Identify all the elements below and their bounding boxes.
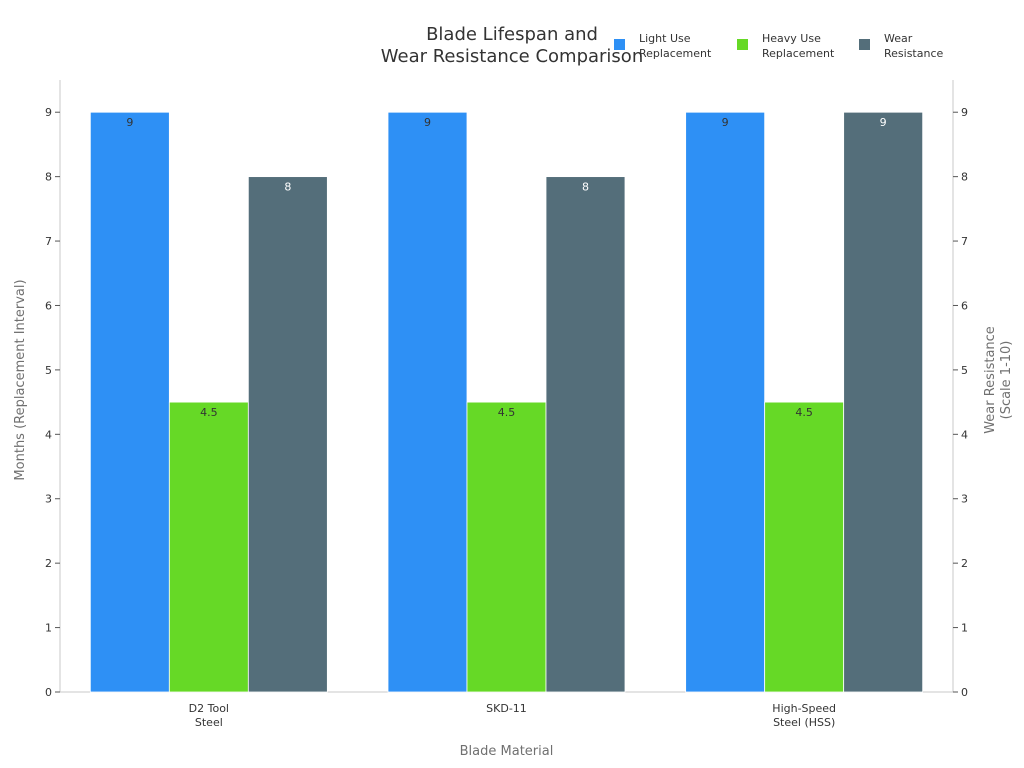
x-tick-label: D2 Tool Steel (189, 702, 229, 729)
y2-tick-label: 4 (961, 428, 968, 441)
legend: Light Use Replacement Heavy Use Replacement… (614, 32, 944, 60)
bar (545, 176, 626, 693)
x-axis-title: Blade Material (460, 744, 554, 759)
legend-swatch (859, 39, 870, 50)
bar (89, 111, 170, 693)
data-label: 4.5 (795, 406, 813, 419)
bar (247, 176, 328, 693)
y2-tick-label: 9 (961, 106, 968, 119)
chart-title-text: Blade Lifespan and Wear Resistance Compar… (381, 24, 643, 67)
bar (764, 401, 845, 693)
bar (466, 401, 547, 693)
chart-title: Blade Lifespan and Wear Resistance Compar… (381, 24, 643, 67)
data-label: 9 (722, 116, 729, 129)
data-label: 9 (880, 116, 887, 129)
y2-tick-label: 2 (961, 557, 968, 570)
y-tick-label: 8 (45, 171, 52, 184)
y2-tick-label: 7 (961, 235, 968, 248)
bars (89, 111, 924, 693)
y2-tick-label: 1 (961, 622, 968, 635)
bar (843, 111, 924, 693)
y-tick-label: 2 (45, 557, 52, 570)
x-tick-label: High-Speed Steel (HSS) (772, 702, 836, 729)
legend-swatch (614, 39, 625, 50)
legend-swatch (737, 39, 748, 50)
y-axis-title: Months (Replacement Interval) (13, 279, 28, 480)
data-labels: 9 4.5 8 9 4.5 8 9 4.5 9 (126, 116, 886, 419)
data-label: 9 (424, 116, 431, 129)
data-label: 4.5 (498, 406, 516, 419)
legend-label: Light Use Replacement (639, 32, 712, 60)
axes: 0 1 2 3 4 5 6 7 8 9 0 1 2 3 4 5 6 7 8 9 D2 Tool Steel SKD-11 Hi… (13, 80, 1014, 759)
data-label: 8 (582, 181, 589, 194)
y-tick-label: 1 (45, 622, 52, 635)
legend-label: Heavy Use Replacement (762, 32, 835, 60)
y2-tick-label: 3 (961, 493, 968, 506)
bar (387, 111, 468, 693)
y-tick-label: 4 (45, 428, 52, 441)
y-tick-label: 9 (45, 106, 52, 119)
y-tick-label: 5 (45, 364, 52, 377)
bar (685, 111, 766, 693)
legend-label: Wear Resistance (884, 32, 944, 60)
y2-axis-title: Wear Resistance(Scale 1-10) (983, 326, 1014, 434)
data-label: 8 (284, 181, 291, 194)
data-label: 4.5 (200, 406, 218, 419)
x-tick-label: SKD-11 (486, 702, 527, 715)
y-tick-label: 7 (45, 235, 52, 248)
y2-tick-label: 8 (961, 171, 968, 184)
y2-axis-title-text: Wear Resistance(Scale 1-10) (983, 326, 1014, 434)
y2-tick-label: 5 (961, 364, 968, 377)
y-tick-label: 6 (45, 299, 52, 312)
y2-tick-label: 0 (961, 686, 968, 699)
y-tick-label: 3 (45, 493, 52, 506)
y-tick-label: 0 (45, 686, 52, 699)
bar (168, 401, 249, 693)
y2-tick-label: 6 (961, 299, 968, 312)
data-label: 9 (126, 116, 133, 129)
